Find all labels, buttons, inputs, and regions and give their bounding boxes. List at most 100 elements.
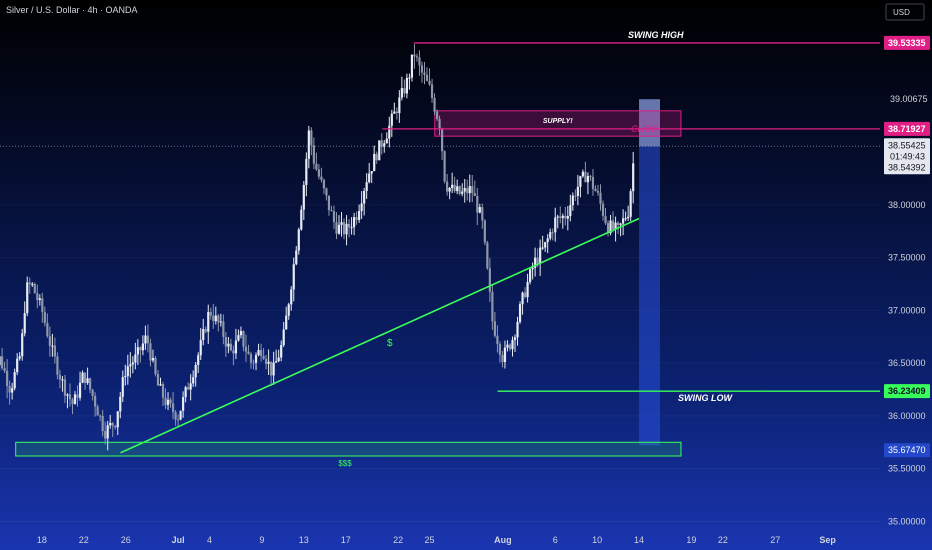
candle-body	[513, 337, 517, 340]
candle-body	[71, 399, 74, 405]
candle-body	[111, 423, 114, 426]
time-tick-label: Aug	[494, 535, 512, 545]
candle-body	[139, 347, 142, 351]
price-tick-label: 35.50000	[888, 464, 926, 474]
candle-body	[305, 158, 308, 185]
candle-body	[154, 357, 157, 375]
candle-body	[151, 357, 155, 361]
choc-price-tag: 38.71927	[888, 124, 926, 134]
candle-body	[544, 242, 547, 248]
candle-body	[272, 362, 275, 376]
swing-high-price-tag: 39.53335	[888, 38, 926, 48]
candle-body	[395, 111, 398, 114]
choc-label: CHOC	[631, 124, 658, 134]
candle-body	[501, 354, 504, 362]
candle-body	[483, 220, 486, 243]
candle-body	[171, 403, 175, 413]
candle-body	[94, 396, 97, 407]
candle-body	[254, 355, 258, 363]
price-tick-label: 37.00000	[888, 305, 926, 315]
candle-body	[315, 163, 318, 170]
candle-body	[556, 216, 559, 218]
candle-body	[174, 412, 177, 420]
candle-body	[189, 383, 192, 390]
candle-body	[559, 216, 562, 219]
time-tick-label: 19	[686, 535, 696, 545]
candle-body	[295, 250, 298, 265]
candle-body	[632, 163, 635, 192]
candle-body	[317, 169, 320, 177]
candle-body	[433, 97, 436, 112]
candle-body	[212, 315, 215, 322]
candle-body	[0, 356, 1, 366]
candle-body	[342, 222, 346, 235]
demand-price-tag: 35.67470	[888, 445, 926, 455]
candle-body	[292, 264, 295, 290]
candle-body	[327, 195, 331, 211]
price-tick-label: 36.00000	[888, 411, 926, 421]
candle-body	[114, 425, 117, 428]
candle-body	[435, 111, 439, 120]
time-tick-label: 4	[207, 535, 212, 545]
candle-body	[440, 129, 444, 152]
price-tick-label: 35.00000	[888, 516, 926, 526]
candle-body	[149, 343, 152, 361]
candle-body	[561, 215, 564, 219]
candle-body	[508, 344, 512, 350]
candle-body	[521, 292, 524, 305]
candle-body	[518, 304, 522, 322]
candle-body	[370, 171, 373, 174]
candle-body	[503, 347, 507, 362]
price-axis[interactable]: 35.00000 35.50000 36.00000 36.50000 37.00000…	[884, 3, 930, 526]
candle-body	[83, 372, 87, 384]
candle-body	[214, 315, 217, 322]
candle-body	[237, 335, 240, 341]
candle-body	[365, 182, 368, 191]
candle-body	[244, 346, 248, 352]
candle-body	[224, 337, 227, 347]
candle-body	[388, 125, 391, 139]
candle-body	[310, 130, 313, 146]
upper-price-label: 39.00675	[890, 94, 928, 104]
candle-body	[217, 315, 220, 323]
candle-body	[204, 329, 207, 332]
candle-body	[66, 394, 69, 396]
time-tick-label: Sep	[819, 535, 836, 545]
current-price-label: 38.55425	[888, 140, 926, 150]
candle-body	[358, 211, 361, 220]
candle-body	[523, 292, 527, 298]
candle-body	[134, 354, 137, 363]
time-axis[interactable]: 18 22 26 Jul 4 9 13 17 22 25 Aug 6 10 14 19 22 27 Sep	[37, 535, 836, 545]
candle-body	[438, 119, 441, 130]
candle-body	[0, 356, 4, 369]
candle-body	[611, 220, 615, 229]
candle-body	[104, 431, 107, 439]
candle-body	[184, 387, 187, 398]
price-tick-label: 38.00000	[888, 200, 926, 210]
time-tick-label: 22	[79, 535, 89, 545]
time-tick-label: 6	[553, 535, 558, 545]
candle-body	[121, 377, 124, 397]
candle-body	[622, 218, 625, 224]
candle-body	[363, 190, 366, 204]
candle-body	[378, 140, 381, 161]
drawings-layer: SWING HIGH CHOC SWING LOW $	[0, 30, 880, 454]
candle-body	[352, 217, 356, 228]
candle-body	[594, 188, 597, 192]
candle-body	[320, 176, 323, 180]
candle-body	[144, 335, 147, 344]
candle-body	[340, 222, 343, 225]
swing-low-label: SWING LOW	[678, 393, 733, 403]
candle-body	[257, 349, 260, 356]
candle-body	[551, 232, 554, 234]
candle-body	[267, 361, 270, 364]
candle-body	[451, 184, 454, 188]
candle-body	[156, 374, 160, 386]
candle-body	[473, 193, 476, 197]
candle-body	[282, 329, 285, 346]
time-tick-label: 25	[425, 535, 435, 545]
candle-body	[307, 130, 310, 159]
candle-body	[264, 358, 268, 364]
time-tick-label: 27	[770, 535, 780, 545]
